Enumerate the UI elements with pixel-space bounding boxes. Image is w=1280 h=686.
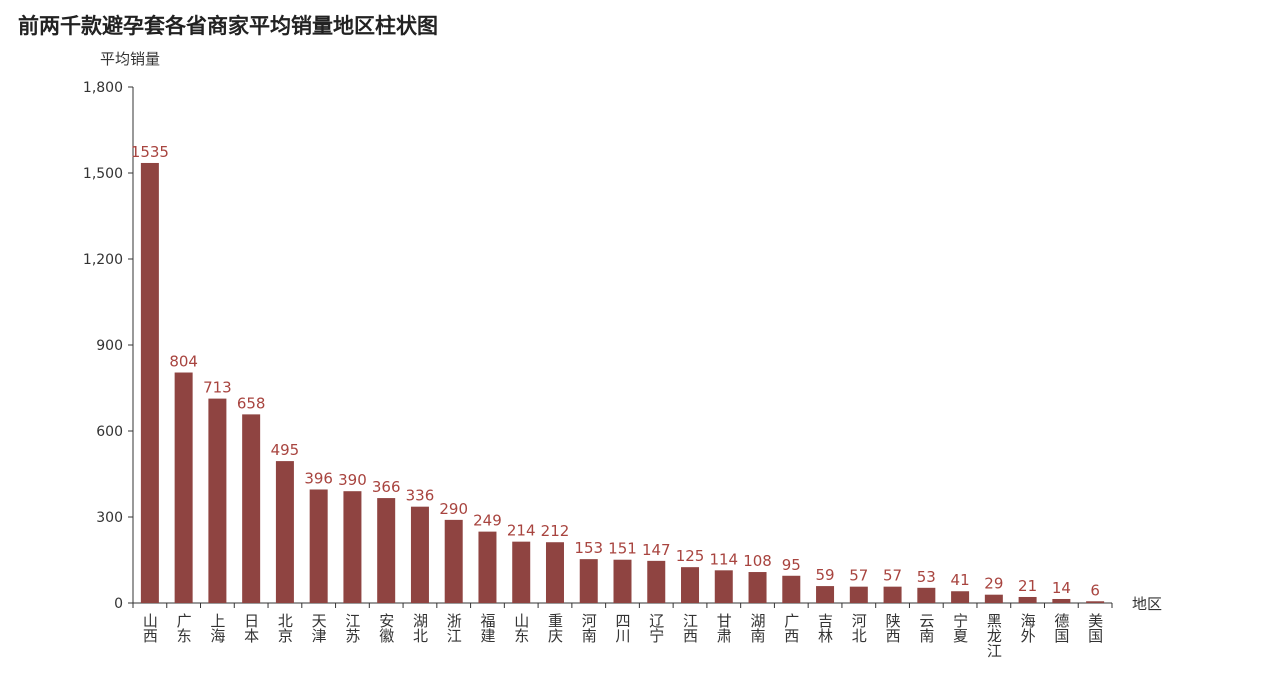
y-tick-label: 0 (114, 596, 123, 612)
y-tick-label: 1,500 (83, 166, 123, 182)
data-label: 108 (743, 552, 772, 570)
x-tick-label: 河北 (850, 613, 868, 643)
x-tick-label: 云南 (917, 613, 935, 643)
bar (410, 506, 429, 603)
bar (140, 162, 159, 603)
data-label: 366 (372, 478, 401, 496)
data-label: 396 (304, 469, 333, 487)
x-tick-label: 山西 (141, 613, 159, 643)
x-tick-label: 四川 (614, 613, 632, 643)
data-label: 214 (507, 522, 536, 540)
data-label: 125 (676, 547, 705, 565)
x-tick-label: 湖北 (411, 613, 429, 643)
data-label: 53 (917, 568, 936, 586)
bar (883, 586, 902, 603)
bar (512, 541, 531, 603)
x-tick-label: 安徽 (377, 613, 395, 643)
x-tick-label: 陕西 (884, 613, 902, 643)
x-tick-label: 宁夏 (951, 613, 969, 643)
data-label: 713 (203, 379, 232, 397)
x-tick-label: 日本 (242, 613, 260, 643)
x-tick-label: 美国 (1086, 613, 1104, 643)
x-tick-label: 德国 (1052, 612, 1070, 643)
bar (1086, 601, 1105, 603)
bar (748, 572, 767, 603)
x-tick-label: 山东 (512, 613, 530, 643)
data-label: 658 (237, 394, 266, 412)
x-tick-label: 广东 (175, 613, 193, 643)
x-tick-label: 黑龙江 (985, 613, 1003, 658)
data-label: 14 (1052, 579, 1071, 597)
x-tick-label: 河南 (580, 613, 598, 643)
data-label: 95 (782, 556, 801, 574)
bar (545, 542, 564, 603)
data-label: 57 (883, 567, 902, 585)
data-label: 390 (338, 471, 367, 489)
data-label: 29 (984, 575, 1003, 593)
y-axis-label: 平均销量 (100, 50, 160, 68)
bar (309, 489, 328, 603)
x-tick-label: 北京 (276, 613, 294, 644)
bar (984, 594, 1003, 603)
data-label: 495 (271, 441, 300, 459)
data-label: 59 (816, 566, 835, 584)
y-tick-label: 900 (96, 338, 123, 354)
y-tick-label: 300 (96, 510, 123, 526)
chart-title: 前两千款避孕套各省商家平均销量地区柱状图 (18, 14, 438, 38)
data-label: 57 (849, 567, 868, 585)
x-tick-label: 江苏 (343, 613, 361, 644)
x-tick-label: 湖南 (749, 613, 767, 643)
bar (647, 560, 666, 603)
bar (849, 586, 868, 603)
data-label: 290 (439, 500, 468, 518)
bar (275, 461, 294, 603)
bar (1052, 598, 1071, 603)
x-axis-label: 地区 (1132, 595, 1162, 613)
bar (444, 519, 463, 603)
y-tick-label: 1,800 (83, 80, 123, 96)
x-tick-label: 吉林 (816, 613, 834, 643)
bar (681, 567, 700, 603)
x-tick-label: 江西 (681, 613, 699, 643)
bar (579, 559, 598, 603)
x-tick-label: 浙江 (445, 613, 463, 643)
data-label: 147 (642, 541, 671, 559)
x-tick-label: 重庆 (546, 613, 564, 643)
data-label: 6 (1090, 581, 1100, 599)
x-tick-label: 上海 (208, 613, 226, 643)
data-label: 212 (541, 522, 570, 540)
x-tick-label: 甘肃 (715, 613, 733, 643)
data-label: 41 (951, 571, 970, 589)
bar (174, 372, 193, 603)
data-label: 153 (574, 539, 603, 557)
bar (478, 531, 497, 603)
y-tick-label: 600 (96, 424, 123, 440)
bar (242, 414, 261, 603)
x-tick-label: 广西 (782, 613, 800, 643)
bar (917, 587, 936, 603)
bar (951, 591, 970, 603)
bar (208, 398, 227, 603)
data-label: 804 (169, 353, 198, 371)
x-tick-label: 天津 (310, 613, 328, 643)
x-tick-label: 海外 (1019, 613, 1037, 643)
data-label: 21 (1018, 577, 1037, 595)
data-label: 336 (406, 487, 435, 505)
bar (377, 498, 396, 603)
data-label: 1535 (131, 143, 169, 161)
x-tick-label: 福建 (478, 613, 496, 643)
data-label: 249 (473, 512, 502, 530)
bar (1018, 596, 1037, 603)
bar (714, 570, 733, 603)
x-tick-label: 辽宁 (647, 613, 665, 643)
y-tick-label: 1,200 (83, 252, 123, 268)
bar (343, 491, 362, 603)
bar (782, 575, 801, 603)
bar (816, 586, 835, 603)
data-label: 151 (608, 540, 637, 558)
bar (613, 559, 632, 603)
data-label: 114 (709, 550, 738, 568)
